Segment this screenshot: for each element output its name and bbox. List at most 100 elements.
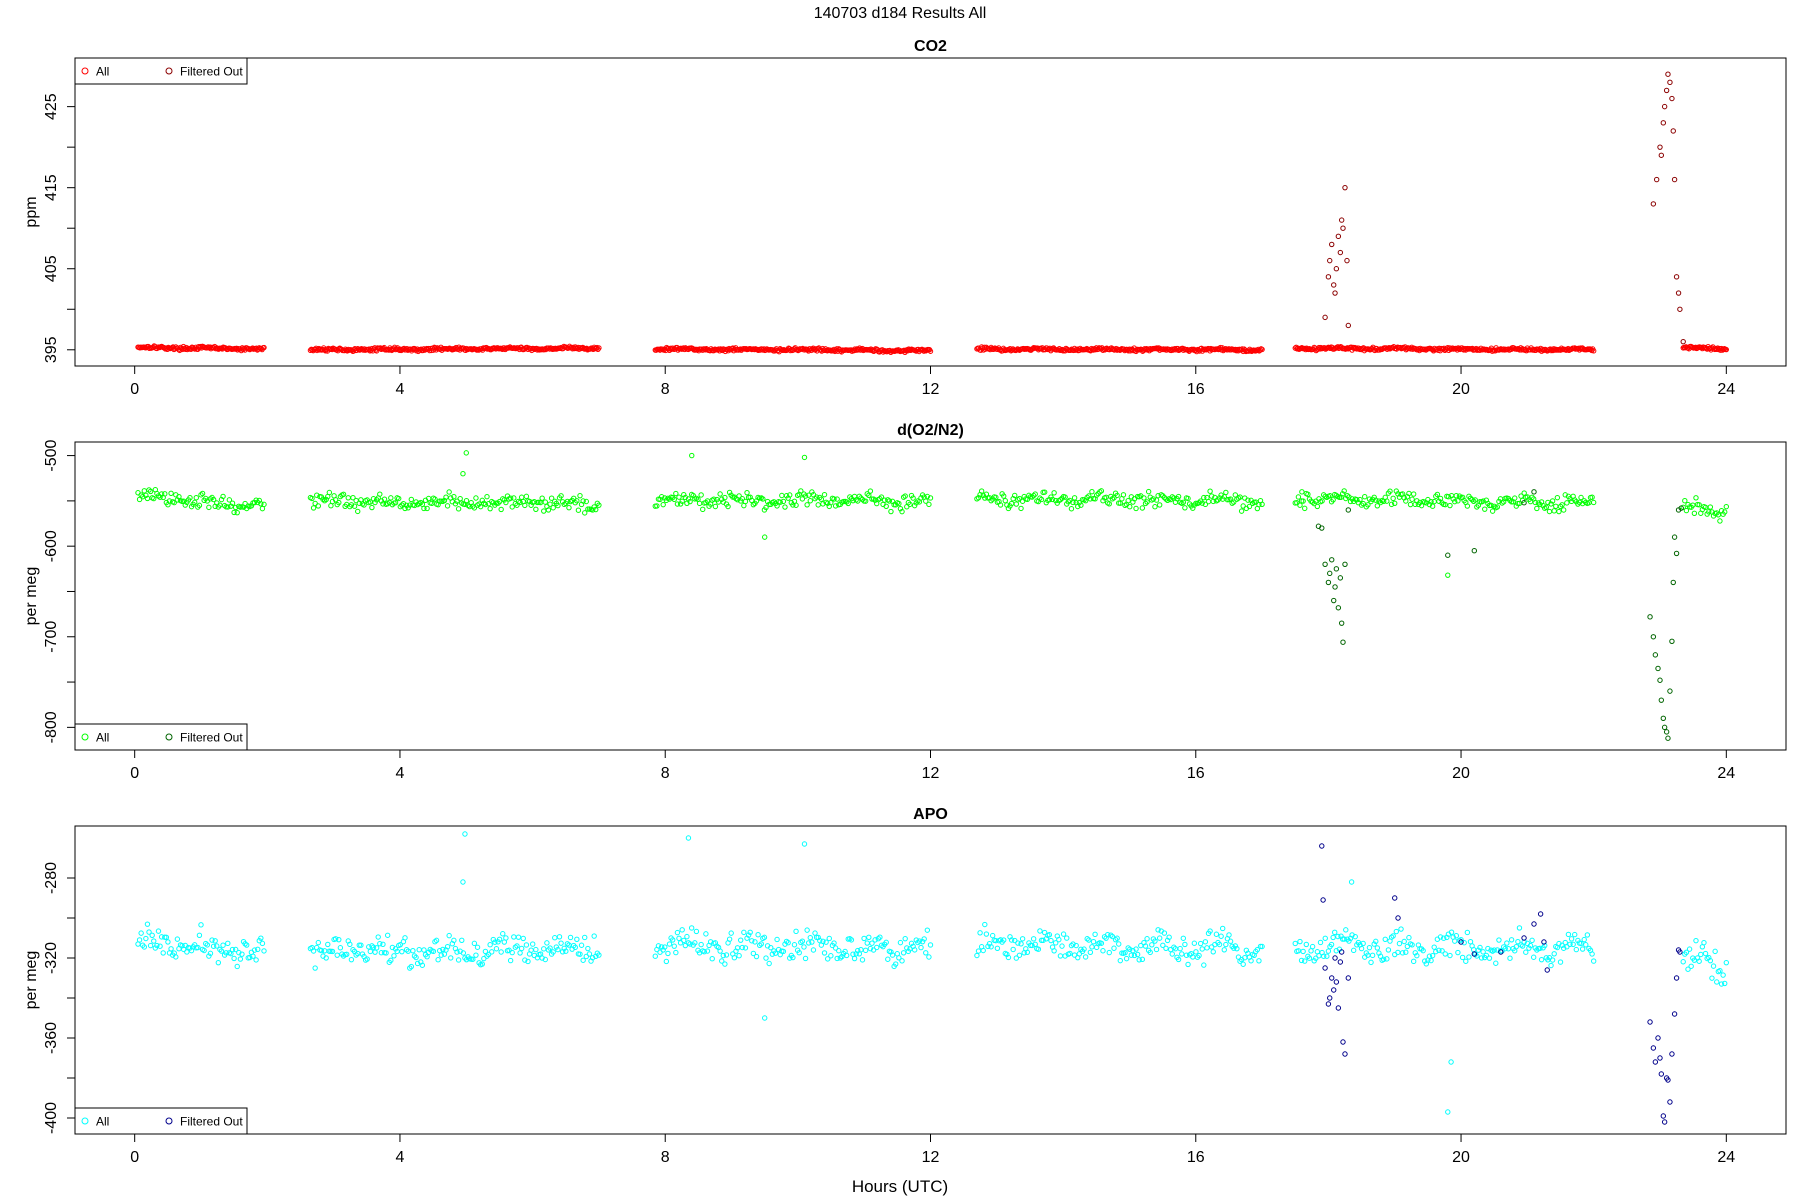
data-point-all [736,952,742,959]
data-point-all [479,497,485,504]
data-point-all [574,498,580,504]
data-point-all [832,503,839,509]
data-point-all [523,493,530,500]
data-point-all [1453,492,1460,499]
data-point-all [1156,935,1163,941]
data-point-all [435,957,441,963]
data-point-all [1346,938,1352,944]
data-point-all [166,498,173,504]
data-point-all [1388,501,1395,508]
data-point-all [1202,501,1209,508]
data-point-all [1246,503,1253,510]
data-point-all [1409,942,1415,948]
data-point-all [261,344,267,351]
y-tick-label: -280 [43,862,60,894]
data-point-all [1409,496,1415,502]
data-point-all [1152,504,1158,510]
data-point-all [1210,949,1216,955]
data-point-all [1136,957,1142,963]
data-point-filtered [1671,534,1678,540]
data-point-filtered [1670,128,1676,134]
data-point-all [380,941,386,947]
data-point-all [1071,952,1078,958]
data-point-all [243,942,250,948]
data-point-all [1431,944,1437,950]
data-point-all [199,490,206,497]
data-point-all [741,929,747,936]
data-point-all [1373,938,1379,945]
data-point-all [582,934,588,941]
data-point-all [1493,960,1499,966]
data-point-all [1016,952,1023,958]
data-point-all [498,506,504,513]
data-point-all [377,491,383,497]
y-tick-label: -320 [43,942,60,974]
data-point-filtered [1338,620,1345,626]
y-tick-label: 395 [43,336,60,363]
data-point-all [1259,943,1265,950]
data-point-all [1527,942,1534,949]
data-point-all [815,502,821,508]
data-point-all [334,952,340,958]
data-point-all [1401,938,1407,945]
data-point-all [550,949,556,955]
data-point-all [1387,488,1393,494]
data-point-filtered [1655,1035,1661,1041]
data-point-all [1366,944,1373,951]
x-tick-label: 24 [1717,1149,1735,1166]
data-point-all [555,502,561,509]
data-point-all [539,495,545,501]
data-point-all [997,502,1004,508]
data-point-all [1434,491,1441,498]
data-point-all [503,499,509,506]
data-point-filtered [1338,949,1345,955]
data-point-filtered [1650,201,1657,207]
data-point-all [1175,956,1182,963]
data-point-all [1216,495,1223,501]
data-point-all [530,941,536,947]
x-tick-label: 0 [130,765,139,782]
data-point-all [1122,950,1128,956]
data-point-all [1472,497,1478,503]
data-point-filtered [1392,895,1398,901]
data-point-all [586,951,593,957]
data-point-filtered [1332,290,1338,296]
data-point-all [899,958,905,964]
data-point-all [517,950,523,956]
data-point-all [828,953,834,959]
data-point-all [1131,952,1138,959]
data-point-all [436,947,443,954]
data-point-all [1128,952,1135,958]
data-point-all [1013,955,1020,961]
data-point-all [687,941,693,947]
data-point-all [1399,950,1406,956]
data-point-all [337,945,344,951]
data-point-all [1392,500,1398,506]
data-point-all [711,496,717,502]
y-tick-label: -700 [43,621,60,653]
data-point-all [1458,936,1464,943]
data-point-all [878,494,885,500]
data-point-filtered [1344,257,1350,264]
data-point-all [350,495,356,501]
legend-marker [165,67,173,75]
data-point-filtered [1322,965,1328,971]
data-point-all [1196,952,1202,959]
data-point-all [1706,509,1712,515]
data-point-all [1142,943,1149,949]
data-point-all [432,496,438,502]
data-point-all [381,496,388,502]
data-point-all [1382,936,1388,943]
data-point-all [1059,943,1065,949]
data-point-all [927,348,934,354]
data-point-all [1008,937,1015,943]
figure-title: 140703 d184 Results All [814,5,987,22]
data-point-all [1230,346,1237,353]
data-point-all [556,934,563,940]
data-point-all [1374,503,1381,509]
data-point-all [719,958,725,964]
data-point-all [1057,496,1064,503]
data-point-all [212,938,218,944]
data-point-all [1386,345,1392,351]
data-point-all [312,965,318,971]
